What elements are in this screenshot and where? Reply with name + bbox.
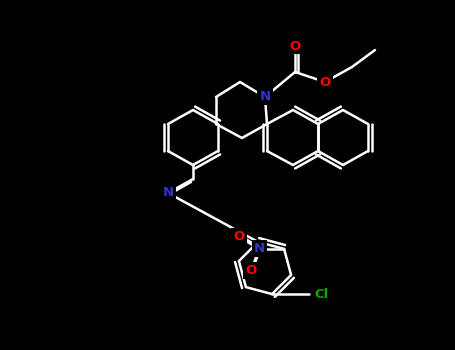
Text: O: O [245,264,257,278]
Text: N: N [162,187,173,199]
Text: O: O [233,230,245,243]
Text: O: O [319,76,331,89]
Text: N: N [259,91,271,104]
Text: N: N [253,243,265,256]
Text: Cl: Cl [315,288,329,301]
Text: O: O [289,40,301,52]
